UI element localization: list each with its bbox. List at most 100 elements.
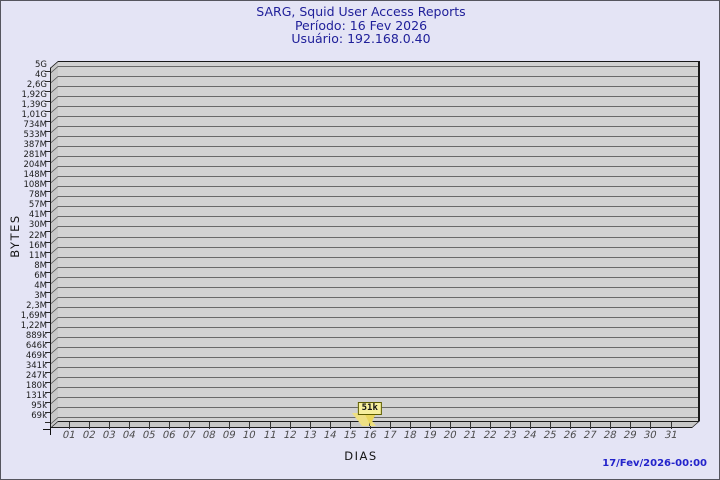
y-axis-tick-mark (45, 161, 50, 163)
y-axis-tick-mark (45, 391, 50, 393)
gridline (58, 126, 698, 128)
y-axis-tick-label: 1,39G (21, 100, 47, 111)
x-axis-tick-mark (650, 422, 652, 429)
y-axis-tick-label: 148M (23, 170, 47, 181)
data-point-arrow (364, 414, 376, 425)
gridline (58, 256, 698, 258)
gridline (58, 136, 698, 138)
wall-tick (51, 256, 58, 264)
wall-tick (51, 356, 58, 364)
y-axis-tick-mark (45, 321, 50, 323)
wall-tick (51, 86, 58, 94)
axis-corner-vertical-line (50, 409, 51, 435)
x-axis-tick-mark (349, 422, 351, 429)
y-axis-tick-mark (45, 361, 50, 363)
y-axis-tick-mark (45, 211, 50, 213)
x-axis-tick-mark (490, 422, 492, 429)
x-axis-tick-mark (89, 422, 91, 429)
wall-tick (51, 206, 58, 214)
x-axis-tick-mark (289, 422, 291, 429)
x-axis-tick-mark (189, 422, 191, 429)
report-period: Período: 16 Fev 2026 (294, 17, 428, 33)
gridline (58, 226, 698, 228)
y-axis-tick-label: 646k (25, 340, 47, 351)
x-axis-tick-label: 31 (662, 430, 679, 441)
y-axis-tick-mark (45, 291, 50, 293)
x-axis-tick-mark (249, 422, 251, 429)
y-axis-tick-mark (45, 141, 50, 143)
gridline (58, 156, 698, 158)
y-axis-tick-label: 57M (28, 200, 47, 211)
y-axis-tick-label: 30M (28, 220, 47, 231)
wall-tick (51, 366, 58, 375)
y-axis-tick-label: 247k (25, 370, 47, 381)
gridline (58, 176, 698, 178)
wall-tick (51, 296, 58, 304)
gridline (58, 376, 698, 378)
wall-tick (51, 76, 58, 84)
x-axis-tick-mark (670, 422, 672, 429)
wall-tick (51, 326, 58, 334)
gridline (58, 336, 698, 338)
y-axis-tick-mark (45, 201, 50, 203)
wall-tick (51, 136, 58, 144)
gridline (58, 396, 698, 398)
wall-tick (51, 336, 58, 344)
y-axis-tick-label: 281M (23, 150, 47, 161)
x-axis-tick-mark (309, 422, 311, 429)
y-axis-tick-mark (45, 231, 50, 233)
y-axis-tick-label: 180k (25, 380, 47, 391)
y-axis-tick-label: 5G (35, 60, 47, 70)
x-axis-tick-mark (530, 422, 532, 429)
gridline (58, 316, 698, 318)
y-axis-tick-mark (45, 271, 50, 273)
y-axis-tick-mark (45, 181, 50, 183)
y-axis-tick-label: 2,3M (26, 300, 47, 311)
x-axis-tick-mark (269, 422, 271, 429)
report-header: SARG, Squid User Access Reports Período:… (1, 5, 719, 46)
wall-tick (51, 266, 58, 274)
chart-3d-left-wall (50, 61, 58, 429)
y-axis-tick-label: 734M (23, 120, 47, 131)
x-axis-tick-mark (429, 422, 431, 429)
gridline (58, 86, 698, 88)
gridline (58, 276, 698, 278)
y-axis-tick-mark (45, 341, 50, 343)
x-axis-tick-mark (389, 422, 391, 429)
y-axis-tick-mark (45, 151, 50, 153)
report-user: Usuário: 192.168.0.40 (291, 31, 431, 46)
wall-tick (51, 376, 58, 385)
y-axis-tick-mark (45, 241, 50, 243)
wall-tick (51, 306, 58, 314)
y-axis-tick-mark (45, 412, 50, 414)
y-axis-tick-label: 4M (34, 280, 47, 291)
gridline (58, 216, 698, 218)
wall-tick (51, 166, 58, 174)
y-axis-tick-label: 1,22M (20, 320, 47, 331)
y-axis-tick-label: 95k (31, 401, 47, 412)
y-axis-tick-mark (45, 191, 50, 193)
y-axis-tick-label: 8M (34, 260, 47, 271)
gridline (58, 146, 698, 148)
y-axis-tick-mark (45, 81, 50, 83)
x-axis-tick-mark (470, 422, 471, 429)
gridline (58, 166, 698, 168)
y-axis-tick-label: 1,92G (21, 90, 47, 101)
data-point-value-label: 51k (357, 402, 382, 415)
gridline (58, 306, 698, 308)
axis-corner-horizontal-tick (43, 429, 51, 430)
wall-tick (51, 226, 58, 234)
y-axis-tick-mark (45, 422, 50, 424)
gridline (58, 96, 698, 98)
wall-tick (51, 346, 58, 354)
y-axis-tick-label: 1,69M (20, 310, 47, 321)
y-axis-tick-label: 108M (23, 180, 47, 191)
gridline (58, 116, 698, 118)
gridline (58, 356, 698, 358)
gridline (58, 366, 698, 368)
gridline (58, 386, 698, 388)
y-axis-tick-label: 533M (23, 130, 47, 141)
gridline (58, 296, 698, 298)
y-axis-tick-label: 16M (28, 240, 47, 251)
x-axis-tick-mark (570, 422, 572, 429)
